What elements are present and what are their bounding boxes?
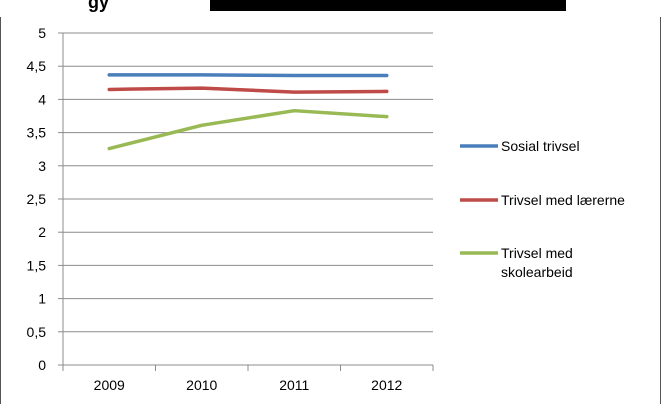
x-tick-label: 2009 xyxy=(94,377,125,393)
y-tick-label: 0,5 xyxy=(27,324,47,340)
data-point xyxy=(292,109,296,113)
y-tick-label: 3,5 xyxy=(27,125,47,141)
y-tick-label: 2,5 xyxy=(27,191,47,207)
header-fragment-text: gy xyxy=(88,0,110,12)
y-tick-label: 2 xyxy=(38,224,46,240)
data-point xyxy=(385,89,389,93)
data-point xyxy=(200,123,204,127)
series-line xyxy=(107,73,389,78)
series-line xyxy=(107,108,389,151)
x-tick-label: 2010 xyxy=(186,377,217,393)
legend: Sosial trivsel Trivsel med lærerne Trivsel… xyxy=(460,138,625,280)
data-point xyxy=(292,73,296,77)
data-point xyxy=(200,73,204,77)
header-fragment-bar xyxy=(210,0,566,11)
data-point xyxy=(107,147,111,151)
line-chart: 0 0,5 1 1,5 2 2,5 3 3,5 4 4,5 5 2009 2010 2011 2012 So… xyxy=(27,25,626,393)
y-tick-label: 1,5 xyxy=(27,257,47,273)
gridlines xyxy=(63,32,433,333)
legend-label: Trivsel med lærerne xyxy=(501,192,625,208)
series-lines xyxy=(107,73,389,151)
data-point xyxy=(107,87,111,91)
cropped-header-fragment: gy xyxy=(0,0,661,18)
y-tick-label: 5 xyxy=(38,25,46,41)
legend-label: skolearbeid xyxy=(501,264,573,280)
legend-label: Trivsel med xyxy=(501,245,573,261)
y-tick-label: 4 xyxy=(38,91,46,107)
data-point xyxy=(385,115,389,119)
x-tick-label: 2011 xyxy=(279,377,309,393)
y-tick-label: 4,5 xyxy=(27,58,47,74)
series-line xyxy=(107,86,389,94)
y-tick-label: 3 xyxy=(38,158,46,174)
y-tick-label: 1 xyxy=(38,291,46,307)
chart-area: 0 0,5 1 1,5 2 2,5 3 3,5 4 4,5 5 2009 2010 2011 2012 So… xyxy=(0,17,661,404)
data-point xyxy=(385,73,389,77)
data-point xyxy=(200,86,204,90)
legend-label: Sosial trivsel xyxy=(501,138,580,154)
x-tick-label: 2012 xyxy=(371,377,402,393)
data-point xyxy=(107,73,111,77)
data-point xyxy=(292,90,296,94)
y-tick-label: 0 xyxy=(38,357,46,373)
axes: 0 0,5 1 1,5 2 2,5 3 3,5 4 4,5 5 2009 2010 2011 2012 xyxy=(27,25,434,393)
